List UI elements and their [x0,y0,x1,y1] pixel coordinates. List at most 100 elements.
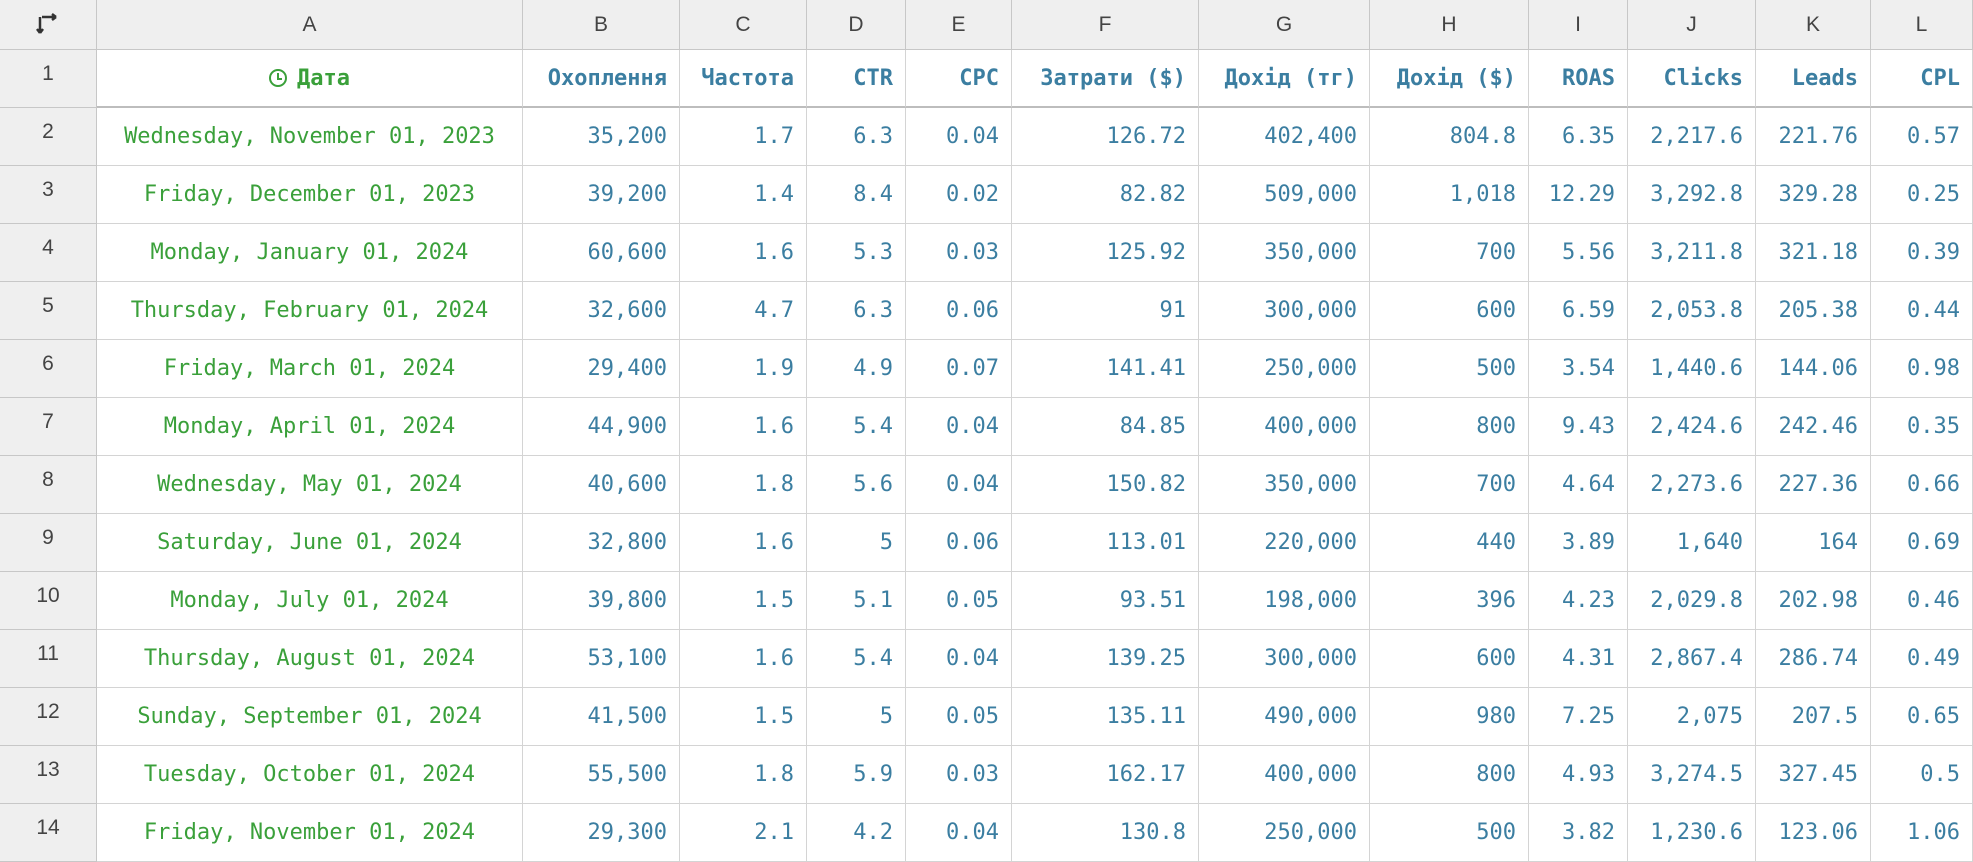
value-cell-e[interactable]: 0.05 [906,572,1012,630]
date-cell[interactable]: Thursday, August 01, 2024 [97,630,523,688]
row-header[interactable]: 5 [0,282,97,340]
value-cell-d[interactable]: 5.4 [807,398,906,456]
column-header-k[interactable]: K [1756,0,1871,50]
value-cell-j[interactable]: 1,230.6 [1628,804,1756,862]
value-cell-f[interactable]: 139.25 [1012,630,1199,688]
value-cell-e[interactable]: 0.04 [906,108,1012,166]
date-cell[interactable]: Wednesday, November 01, 2023 [97,108,523,166]
row-header-1[interactable]: 1 [0,50,97,108]
value-cell-d[interactable]: 8.4 [807,166,906,224]
value-cell-j[interactable]: 2,217.6 [1628,108,1756,166]
value-cell-l[interactable]: 0.39 [1871,224,1973,282]
value-cell-l[interactable]: 0.44 [1871,282,1973,340]
value-cell-k[interactable]: 207.5 [1756,688,1871,746]
header-cell-h[interactable]: Дохід ($) [1370,50,1529,108]
column-header-c[interactable]: C [680,0,807,50]
header-cell-d[interactable]: CTR [807,50,906,108]
column-header-g[interactable]: G [1199,0,1370,50]
date-cell[interactable]: Saturday, June 01, 2024 [97,514,523,572]
header-cell-b[interactable]: Охоплення [523,50,680,108]
value-cell-b[interactable]: 60,600 [523,224,680,282]
date-cell[interactable]: Thursday, February 01, 2024 [97,282,523,340]
value-cell-c[interactable]: 1.6 [680,630,807,688]
value-cell-k[interactable]: 202.98 [1756,572,1871,630]
value-cell-h[interactable]: 700 [1370,456,1529,514]
value-cell-f[interactable]: 125.92 [1012,224,1199,282]
value-cell-c[interactable]: 1.5 [680,688,807,746]
value-cell-j[interactable]: 1,440.6 [1628,340,1756,398]
value-cell-i[interactable]: 3.89 [1529,514,1628,572]
value-cell-l[interactable]: 0.46 [1871,572,1973,630]
date-cell[interactable]: Monday, April 01, 2024 [97,398,523,456]
value-cell-g[interactable]: 350,000 [1199,224,1370,282]
value-cell-k[interactable]: 327.45 [1756,746,1871,804]
value-cell-b[interactable]: 32,800 [523,514,680,572]
value-cell-e[interactable]: 0.06 [906,282,1012,340]
value-cell-k[interactable]: 242.46 [1756,398,1871,456]
value-cell-f[interactable]: 141.41 [1012,340,1199,398]
row-header[interactable]: 3 [0,166,97,224]
date-cell[interactable]: Friday, March 01, 2024 [97,340,523,398]
value-cell-b[interactable]: 29,300 [523,804,680,862]
value-cell-h[interactable]: 1,018 [1370,166,1529,224]
value-cell-k[interactable]: 205.38 [1756,282,1871,340]
value-cell-c[interactable]: 1.7 [680,108,807,166]
value-cell-i[interactable]: 4.64 [1529,456,1628,514]
row-header[interactable]: 6 [0,340,97,398]
column-header-j[interactable]: J [1628,0,1756,50]
header-cell-c[interactable]: Частота [680,50,807,108]
value-cell-j[interactable]: 2,075 [1628,688,1756,746]
value-cell-g[interactable]: 400,000 [1199,398,1370,456]
value-cell-e[interactable]: 0.07 [906,340,1012,398]
value-cell-e[interactable]: 0.05 [906,688,1012,746]
value-cell-l[interactable]: 0.35 [1871,398,1973,456]
value-cell-h[interactable]: 396 [1370,572,1529,630]
value-cell-d[interactable]: 4.2 [807,804,906,862]
value-cell-b[interactable]: 39,200 [523,166,680,224]
value-cell-g[interactable]: 220,000 [1199,514,1370,572]
value-cell-l[interactable]: 0.25 [1871,166,1973,224]
value-cell-h[interactable]: 800 [1370,398,1529,456]
value-cell-f[interactable]: 84.85 [1012,398,1199,456]
value-cell-b[interactable]: 40,600 [523,456,680,514]
column-header-b[interactable]: B [523,0,680,50]
value-cell-i[interactable]: 4.93 [1529,746,1628,804]
value-cell-h[interactable]: 500 [1370,804,1529,862]
value-cell-l[interactable]: 0.69 [1871,514,1973,572]
header-cell-j[interactable]: Clicks [1628,50,1756,108]
value-cell-i[interactable]: 4.31 [1529,630,1628,688]
value-cell-e[interactable]: 0.04 [906,630,1012,688]
value-cell-k[interactable]: 144.06 [1756,340,1871,398]
value-cell-j[interactable]: 2,029.8 [1628,572,1756,630]
row-header[interactable]: 12 [0,688,97,746]
value-cell-e[interactable]: 0.04 [906,398,1012,456]
header-cell-k[interactable]: Leads [1756,50,1871,108]
value-cell-h[interactable]: 800 [1370,746,1529,804]
header-cell-g[interactable]: Дохід (тг) [1199,50,1370,108]
value-cell-l[interactable]: 0.66 [1871,456,1973,514]
value-cell-j[interactable]: 2,053.8 [1628,282,1756,340]
value-cell-h[interactable]: 500 [1370,340,1529,398]
value-cell-k[interactable]: 123.06 [1756,804,1871,862]
date-cell[interactable]: Friday, November 01, 2024 [97,804,523,862]
value-cell-e[interactable]: 0.04 [906,804,1012,862]
value-cell-c[interactable]: 1.8 [680,456,807,514]
value-cell-g[interactable]: 400,000 [1199,746,1370,804]
column-header-l[interactable]: L [1871,0,1973,50]
value-cell-b[interactable]: 55,500 [523,746,680,804]
value-cell-i[interactable]: 9.43 [1529,398,1628,456]
value-cell-e[interactable]: 0.03 [906,224,1012,282]
value-cell-j[interactable]: 1,640 [1628,514,1756,572]
value-cell-l[interactable]: 0.49 [1871,630,1973,688]
value-cell-d[interactable]: 4.9 [807,340,906,398]
value-cell-b[interactable]: 41,500 [523,688,680,746]
value-cell-f[interactable]: 162.17 [1012,746,1199,804]
value-cell-j[interactable]: 3,211.8 [1628,224,1756,282]
value-cell-i[interactable]: 7.25 [1529,688,1628,746]
value-cell-c[interactable]: 1.6 [680,514,807,572]
value-cell-i[interactable]: 4.23 [1529,572,1628,630]
value-cell-d[interactable]: 5.6 [807,456,906,514]
header-cell-i[interactable]: ROAS [1529,50,1628,108]
value-cell-f[interactable]: 113.01 [1012,514,1199,572]
value-cell-l[interactable]: 1.06 [1871,804,1973,862]
